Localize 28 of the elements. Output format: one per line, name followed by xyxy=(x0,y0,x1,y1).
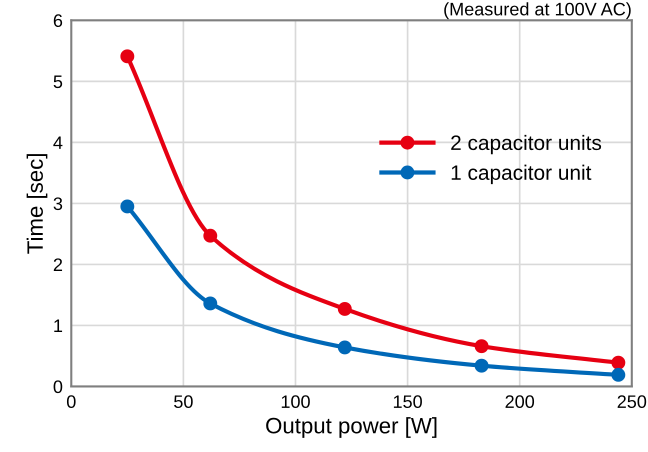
x-tick-label: 100 xyxy=(282,395,310,408)
point xyxy=(203,296,218,310)
point xyxy=(203,228,218,243)
x-tick-label: 200 xyxy=(506,395,534,408)
x-axis-title: Output power [W] xyxy=(266,417,436,438)
y-tick-label: 6 xyxy=(54,14,62,28)
legend-label: 1 capacitor unit xyxy=(452,164,592,184)
point xyxy=(120,49,134,64)
point xyxy=(120,200,134,214)
point xyxy=(474,358,489,373)
y-axis-title: Time [sec] xyxy=(26,154,48,254)
point xyxy=(338,340,352,354)
y-tick-label: 4 xyxy=(53,136,62,149)
y-tick-label: 1 xyxy=(54,320,62,332)
x-tick-label: 0 xyxy=(66,395,76,408)
text: (Measured at 100V AC) xyxy=(444,2,631,20)
x-tick-label: 250 xyxy=(618,395,646,408)
point xyxy=(611,356,626,370)
point xyxy=(474,339,489,354)
y-tick-label: 5 xyxy=(54,75,62,88)
x-tick-label: 50 xyxy=(174,395,193,408)
x-tick-label: 150 xyxy=(394,395,422,408)
y-tick-label: 2 xyxy=(54,258,62,271)
point xyxy=(338,302,352,316)
y-tick-label: 3 xyxy=(54,197,62,210)
point xyxy=(611,368,626,382)
legend-label: 2 capacitor units xyxy=(451,134,602,154)
y-tick-label: 0 xyxy=(54,380,62,394)
